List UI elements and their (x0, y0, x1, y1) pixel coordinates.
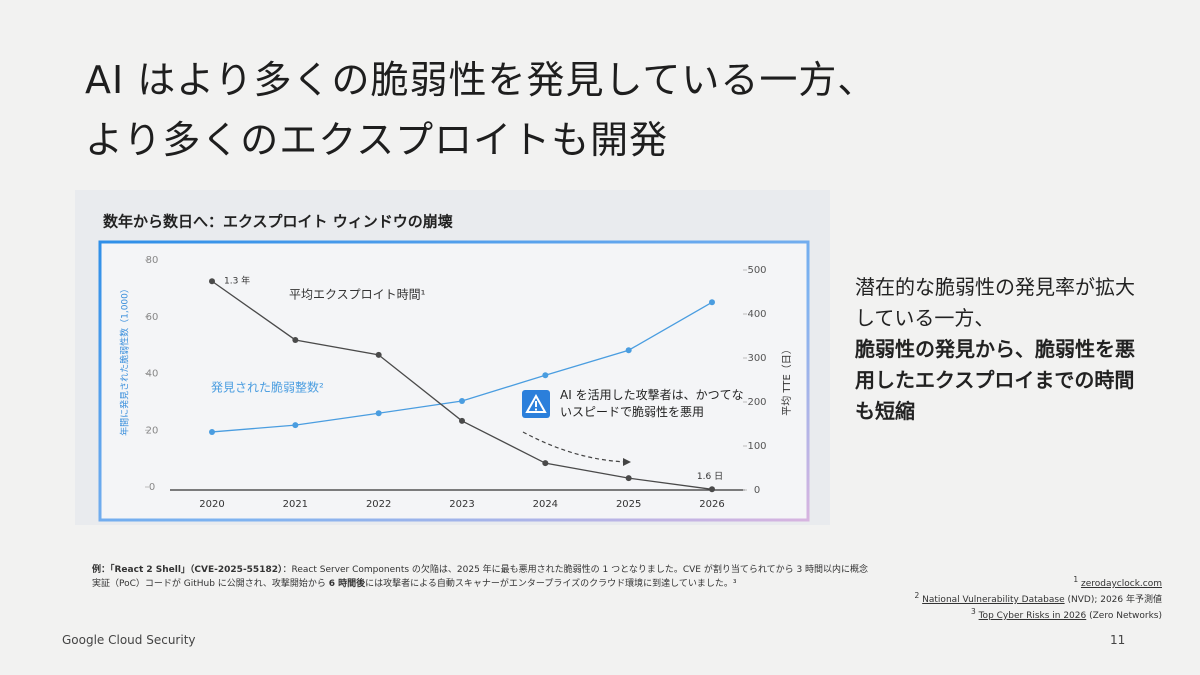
plot-frame (98, 240, 810, 522)
data-point (209, 278, 215, 285)
arrow (522, 431, 628, 463)
data-point (375, 410, 382, 417)
value-label: 1.6 日 (697, 471, 723, 482)
example-note: 例：「React 2 Shell」（CVE-2025-55182）：React … (92, 563, 872, 591)
page-number: 11 (1110, 633, 1126, 647)
note-part: ：React Server Components の欠陥は、2025 年に最も悪… (92, 565, 869, 589)
note-part: 例：「React 2 Shell」（CVE-2025-55182） (92, 565, 283, 575)
footer: Google Cloud Security (62, 633, 196, 647)
source: 2 National Vulnerability Database (NVD);… (915, 590, 1163, 606)
data-point (625, 475, 632, 482)
source-number: 1 (1073, 575, 1079, 584)
arrow-head (623, 458, 631, 466)
title-line: AI はより多くの脆弱性を発見している一方、 (85, 58, 877, 102)
x-tick-label: 2025 (616, 499, 641, 510)
note-part: には攻撃者による自動スキャナーがエンタープライズのクラウド環境に到達していました… (365, 579, 737, 589)
chart: 数年から数日へ：エクスプロイト ウィンドウの崩壊 0 20 40 60 80 0 100 20… (98, 213, 810, 522)
data-point (292, 422, 299, 429)
source-rest: (Zero Networks) (1089, 611, 1162, 621)
series-label: 発見された脆弱整数² (211, 380, 324, 395)
y-tick-label: 20 (146, 425, 159, 436)
data-point (709, 299, 715, 306)
side-text-plain: 潜在的な脆弱性の発見率が拡大している一方、 (855, 275, 1135, 330)
title-line: より多くのエクスプロイトも開発 (85, 118, 669, 162)
data-point (292, 336, 299, 343)
data-point (459, 398, 465, 405)
source-link: Top Cyber Risks in 2026 (978, 611, 1087, 621)
source-link: National Vulnerability Database (922, 595, 1065, 605)
source-number: 2 (914, 591, 920, 600)
y2-tick-label: 400 (747, 309, 766, 320)
source: 3 Top Cyber Risks in 2026 (Zero Networks… (915, 606, 1162, 622)
y-axis-title: 年間に発見された脆弱性数（1,000） (119, 284, 131, 436)
series-label: 平均エクスプロイト時間¹ (289, 288, 426, 302)
y-tick-label: 0 (149, 482, 155, 493)
slide-title: AI はより多くの脆弱性を発見している一方、 より多くのエクスプロイトも開発 (85, 50, 876, 170)
x-tick-label: 2022 (366, 499, 391, 510)
x-tick-label: 2020 (199, 499, 224, 510)
note-part: 6 時間後 (328, 579, 366, 589)
side-text: 潜在的な脆弱性の発見率が拡大している一方、 脆弱性の発見から、脆弱性を悪用したエ… (855, 272, 1145, 427)
value-label: 1.3 年 (224, 275, 250, 287)
x-tick-label: 2024 (533, 499, 558, 510)
y-tick-label: 60 (146, 312, 159, 323)
y-tick-label: 80 (146, 255, 159, 266)
y2-tick-label: 300 (747, 353, 766, 364)
data-point (459, 417, 465, 424)
sources: 1 zerodayclock.com 2 National Vulnerabili… (915, 574, 1163, 622)
x-tick-label: 2026 (699, 499, 724, 510)
chart-panel: 数年から数日へ：エクスプロイト ウィンドウの崩壊 0 20 40 60 80 0 100 20… (75, 190, 830, 525)
x-tick-label: 2021 (283, 499, 308, 510)
data-point (542, 460, 549, 467)
source: 1 zerodayclock.com (915, 574, 1162, 590)
y2-tick-label: 0 (754, 485, 760, 496)
side-text-bold: 脆弱性の発見から、脆弱性を悪用したエクスプロイまでの時間も短縮 (855, 337, 1135, 423)
annotation-text: AI を活用した攻撃者は、かつてないスピードで脆弱性を悪用 (560, 388, 744, 419)
source-number: 3 (970, 607, 976, 616)
data-point (625, 347, 632, 354)
y2-tick-label: 200 (747, 397, 766, 408)
y-tick-label: 40 (146, 369, 159, 380)
data-point (375, 351, 382, 358)
data-point (542, 372, 549, 379)
source-rest: (NVD); 2026 年予測値 (1067, 595, 1162, 605)
y2-axis-title: 平均 TTE（日） (781, 344, 793, 416)
annotation: AI を活用した攻撃者は、かつてないスピードで脆弱性を悪用 (522, 387, 745, 421)
source-link: zerodayclock.com (1080, 579, 1162, 589)
chart-title: 数年から数日へ：エクスプロイト ウィンドウの崩壊 (103, 213, 453, 231)
warning-icon (522, 390, 550, 418)
y2-tick-label: 500 (747, 265, 766, 276)
x-tick-label: 2023 (449, 499, 474, 510)
data-point (209, 428, 215, 435)
data-point (709, 486, 715, 493)
y2-tick-label: 100 (747, 441, 766, 452)
